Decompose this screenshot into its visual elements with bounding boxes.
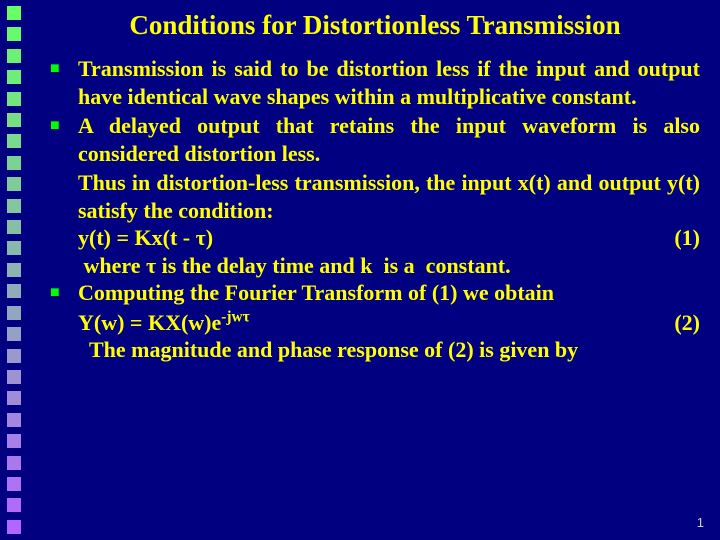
- strip-square: [7, 92, 21, 106]
- slide-content: Conditions for Distortionless Transmissi…: [40, 0, 720, 540]
- bullet-continuation: The magnitude and phase response of (2) …: [78, 336, 700, 364]
- strip-square: [7, 156, 21, 170]
- strip-square: [7, 434, 21, 448]
- bullet-continuation: y(t) = Kx(t - τ)(1): [78, 224, 700, 252]
- bullet-marker: ■: [50, 279, 78, 306]
- strip-square: [7, 391, 21, 405]
- strip-square: [7, 241, 21, 255]
- strip-square: [7, 477, 21, 491]
- bullet-item: ■A delayed output that retains the input…: [50, 112, 700, 167]
- bullet-text: Computing the Fourier Transform of (1) w…: [78, 279, 700, 307]
- bullet-item: ■Computing the Fourier Transform of (1) …: [50, 279, 700, 307]
- strip-square: [7, 306, 21, 320]
- slide-body: ■Transmission is said to be distortion l…: [50, 55, 700, 364]
- strip-square: [7, 370, 21, 384]
- bullet-text: A delayed output that retains the input …: [78, 112, 700, 167]
- bullet-continuation: Y(w) = KX(w)e-jwτ(2): [78, 309, 700, 337]
- page-number: 1: [697, 515, 704, 530]
- bullet-marker: ■: [50, 112, 78, 139]
- strip-square: [7, 263, 21, 277]
- strip-square: [7, 134, 21, 148]
- strip-square: [7, 27, 21, 41]
- strip-square: [7, 284, 21, 298]
- bullet-continuation: where τ is the delay time and k is a con…: [78, 252, 700, 280]
- equation-lhs: y(t) = Kx(t - τ): [78, 224, 664, 252]
- strip-square: [7, 199, 21, 213]
- strip-square: [7, 6, 21, 20]
- strip-square: [7, 456, 21, 470]
- equation-lhs: Y(w) = KX(w)e-jwτ: [78, 309, 664, 337]
- strip-square: [7, 177, 21, 191]
- strip-square: [7, 327, 21, 341]
- equation-number: (2): [664, 309, 700, 337]
- strip-square: [7, 413, 21, 427]
- equation-number: (1): [664, 224, 700, 252]
- bullet-marker: ■: [50, 55, 78, 82]
- slide-title: Conditions for Distortionless Transmissi…: [50, 10, 700, 41]
- strip-square: [7, 349, 21, 363]
- side-gradient-strip: [0, 0, 28, 540]
- bullet-item: ■Transmission is said to be distortion l…: [50, 55, 700, 110]
- strip-square: [7, 70, 21, 84]
- strip-square: [7, 498, 21, 512]
- strip-square: [7, 113, 21, 127]
- strip-square: [7, 520, 21, 534]
- bullet-continuation: Thus in distortion-less transmission, th…: [78, 169, 700, 224]
- bullet-text: Transmission is said to be distortion le…: [78, 55, 700, 110]
- strip-square: [7, 49, 21, 63]
- strip-square: [7, 220, 21, 234]
